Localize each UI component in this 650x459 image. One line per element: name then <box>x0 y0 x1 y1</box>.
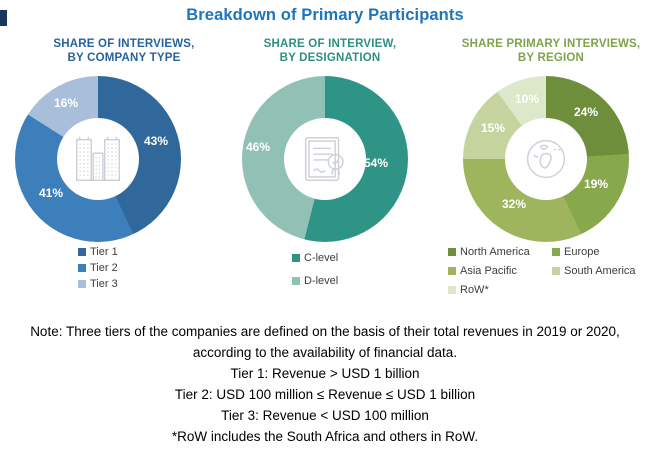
swatch-tier1 <box>78 248 86 256</box>
legend-label: North America <box>460 246 530 258</box>
legend-label: D-level <box>304 275 339 287</box>
slice-label: 43% <box>143 134 169 148</box>
legend-item-row: RoW* <box>448 282 552 298</box>
corner-mark <box>0 10 7 26</box>
note-line: Tier 1: Revenue > USD 1 billion <box>230 366 420 381</box>
legend-label: Asia Pacific <box>460 265 517 277</box>
legend-label: Tier 2 <box>90 262 118 274</box>
slice-label: 41% <box>38 186 64 200</box>
donut-hole <box>57 118 139 200</box>
note-line: Tier 3: Revenue < USD 100 million <box>221 408 429 423</box>
chart2-subtitle-line2: BY DESIGNATION <box>279 52 381 64</box>
slice-label: 24% <box>573 105 599 119</box>
legend-label: Tier 1 <box>90 246 118 258</box>
legend-item-tier2: Tier 2 <box>78 260 118 276</box>
chart2-subtitle-line1: SHARE OF INTERVIEW, <box>263 38 397 50</box>
legend-item-dlevel: D-level <box>292 273 338 289</box>
chart3-subtitle: SHARE PRIMARY INTERVIEWS, BY REGION <box>436 37 650 65</box>
slice-label: 10% <box>514 92 540 106</box>
legend-label: RoW* <box>460 284 489 296</box>
swatch-asia-pacific <box>448 267 456 275</box>
legend-label: Europe <box>564 246 600 258</box>
donut-company-type: 43% 41% 16% <box>15 76 181 242</box>
legend-item-europe: Europe <box>552 244 636 260</box>
legend-item-asia-pacific: Asia Pacific <box>448 263 552 279</box>
slice-label: 54% <box>363 156 389 170</box>
swatch-tier3 <box>78 280 86 288</box>
chart2-subtitle: SHARE OF INTERVIEW, BY DESIGNATION <box>215 37 445 65</box>
note-block: Note: Three tiers of the companies are d… <box>0 321 650 447</box>
swatch-clevel <box>292 254 300 262</box>
page-title: Breakdown of Primary Participants <box>186 6 464 24</box>
swatch-row <box>448 286 456 294</box>
legend-company-type: Tier 1 Tier 2 Tier 3 <box>78 244 118 292</box>
legend-region-col1: North America Asia Pacific RoW* <box>448 244 552 301</box>
legend-region: North America Asia Pacific RoW* Europe <box>448 244 636 301</box>
note-line: Note: Three tiers of the companies are d… <box>30 324 620 339</box>
note-line: according to the availability of financi… <box>192 345 458 360</box>
note-line: Tier 2: USD 100 million ≤ Revenue ≤ USD … <box>174 387 476 402</box>
legend-item-north-america: North America <box>448 244 552 260</box>
legend-region-col2: Europe South America <box>552 244 636 301</box>
legend-designation: C-level D-level <box>292 250 338 296</box>
slice-label: 15% <box>480 121 506 135</box>
chart3-subtitle-line1: SHARE PRIMARY INTERVIEWS, <box>461 38 641 50</box>
globe-icon <box>526 139 566 179</box>
legend-item-clevel: C-level <box>292 250 338 266</box>
chart1-subtitle-line2: BY COMPANY TYPE <box>67 52 181 64</box>
note-line: *RoW includes the South Africa and other… <box>171 429 479 444</box>
swatch-dlevel <box>292 277 300 285</box>
donut-hole <box>284 118 366 200</box>
legend-label: C-level <box>304 252 339 264</box>
legend-item-tier3: Tier 3 <box>78 276 118 292</box>
buildings-icon <box>76 136 120 181</box>
donut-designation: 54% 46% <box>242 76 408 242</box>
swatch-north-america <box>448 248 456 256</box>
chart1-subtitle-line1: SHARE OF INTERVIEWS, <box>53 38 195 50</box>
chart3-subtitle-line2: BY REGION <box>517 52 585 64</box>
legend-label: South America <box>564 265 636 277</box>
slice-label: 46% <box>245 140 271 154</box>
donut-region: 24% 19% 32% 15% 10% <box>463 76 629 242</box>
legend-label: Tier 3 <box>90 278 118 290</box>
swatch-europe <box>552 248 560 256</box>
legend-item-south-america: South America <box>552 263 636 279</box>
certificate-icon <box>304 137 344 181</box>
legend-item-tier1: Tier 1 <box>78 244 118 260</box>
slice-label: 32% <box>501 197 527 211</box>
slice-label: 19% <box>583 177 609 191</box>
slice-label: 16% <box>53 96 79 110</box>
donut-hole <box>505 118 587 200</box>
swatch-south-america <box>552 267 560 275</box>
chart1-subtitle: SHARE OF INTERVIEWS, BY COMPANY TYPE <box>9 37 239 65</box>
swatch-tier2 <box>78 264 86 272</box>
